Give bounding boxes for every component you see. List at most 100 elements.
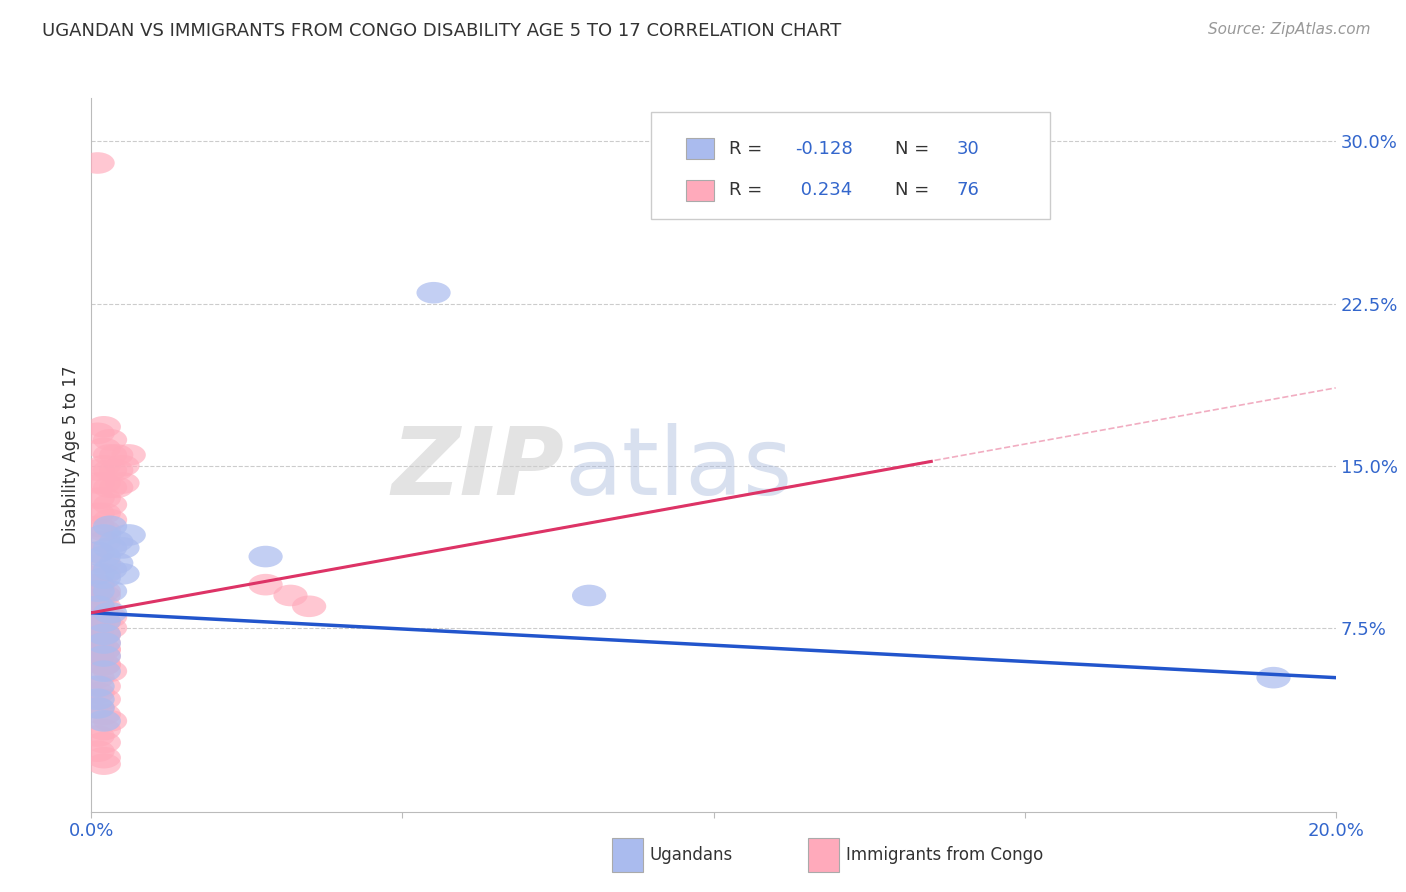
Text: R =: R = [730, 140, 768, 158]
Ellipse shape [87, 581, 121, 602]
Text: N =: N = [894, 140, 935, 158]
FancyBboxPatch shape [651, 112, 1049, 219]
Ellipse shape [80, 459, 115, 481]
Ellipse shape [93, 660, 127, 682]
Ellipse shape [80, 589, 115, 611]
FancyBboxPatch shape [686, 180, 714, 202]
Ellipse shape [80, 472, 115, 494]
Ellipse shape [80, 596, 115, 617]
Ellipse shape [93, 516, 127, 537]
Ellipse shape [87, 624, 121, 645]
Ellipse shape [111, 524, 146, 546]
Ellipse shape [87, 710, 121, 731]
Ellipse shape [93, 444, 127, 466]
Ellipse shape [93, 558, 127, 581]
Ellipse shape [105, 472, 139, 494]
Ellipse shape [1257, 667, 1291, 689]
Ellipse shape [111, 444, 146, 466]
Ellipse shape [80, 689, 115, 710]
Ellipse shape [87, 455, 121, 476]
Ellipse shape [80, 632, 115, 654]
Ellipse shape [87, 624, 121, 645]
Ellipse shape [105, 455, 139, 476]
Ellipse shape [80, 502, 115, 524]
Ellipse shape [93, 607, 127, 628]
Ellipse shape [80, 611, 115, 632]
Ellipse shape [80, 574, 115, 596]
Ellipse shape [87, 487, 121, 509]
Ellipse shape [80, 516, 115, 537]
Ellipse shape [93, 617, 127, 639]
Text: atlas: atlas [564, 423, 793, 516]
Text: ZIP: ZIP [391, 423, 564, 516]
Text: Source: ZipAtlas.com: Source: ZipAtlas.com [1208, 22, 1371, 37]
Ellipse shape [87, 645, 121, 667]
Ellipse shape [87, 645, 121, 667]
Ellipse shape [93, 429, 127, 450]
FancyBboxPatch shape [686, 138, 714, 160]
Ellipse shape [87, 567, 121, 589]
Ellipse shape [93, 494, 127, 516]
Ellipse shape [87, 584, 121, 607]
Ellipse shape [93, 602, 127, 624]
Ellipse shape [80, 563, 115, 584]
Ellipse shape [87, 660, 121, 682]
Y-axis label: Disability Age 5 to 17: Disability Age 5 to 17 [62, 366, 80, 544]
Ellipse shape [80, 602, 115, 624]
Ellipse shape [416, 282, 451, 303]
Ellipse shape [87, 654, 121, 675]
Ellipse shape [80, 581, 115, 602]
Ellipse shape [249, 574, 283, 596]
Ellipse shape [80, 645, 115, 667]
Ellipse shape [87, 639, 121, 660]
Ellipse shape [80, 607, 115, 628]
Ellipse shape [80, 675, 115, 698]
Ellipse shape [93, 476, 127, 498]
Ellipse shape [80, 682, 115, 704]
Ellipse shape [87, 416, 121, 438]
Ellipse shape [80, 624, 115, 645]
Text: -0.128: -0.128 [794, 140, 853, 158]
Ellipse shape [100, 444, 134, 466]
Ellipse shape [87, 520, 121, 541]
Ellipse shape [87, 632, 121, 654]
Ellipse shape [80, 698, 115, 719]
Ellipse shape [87, 546, 121, 567]
Ellipse shape [93, 710, 127, 731]
Ellipse shape [105, 563, 139, 584]
Ellipse shape [87, 719, 121, 740]
Text: Immigrants from Congo: Immigrants from Congo [846, 847, 1043, 864]
Ellipse shape [80, 667, 115, 689]
Text: 0.234: 0.234 [794, 181, 852, 200]
Ellipse shape [80, 639, 115, 660]
Ellipse shape [87, 563, 121, 584]
Ellipse shape [93, 581, 127, 602]
Ellipse shape [80, 698, 115, 719]
Ellipse shape [87, 654, 121, 675]
Text: UGANDAN VS IMMIGRANTS FROM CONGO DISABILITY AGE 5 TO 17 CORRELATION CHART: UGANDAN VS IMMIGRANTS FROM CONGO DISABIL… [42, 22, 841, 40]
Ellipse shape [105, 537, 139, 558]
Ellipse shape [87, 502, 121, 524]
Ellipse shape [273, 584, 308, 607]
Ellipse shape [87, 754, 121, 775]
Ellipse shape [80, 596, 115, 617]
Ellipse shape [87, 611, 121, 632]
Ellipse shape [93, 459, 127, 481]
Text: 76: 76 [957, 181, 980, 200]
Ellipse shape [80, 153, 115, 174]
Text: 30: 30 [957, 140, 980, 158]
Ellipse shape [80, 541, 115, 563]
Ellipse shape [87, 639, 121, 660]
Ellipse shape [80, 574, 115, 596]
Ellipse shape [87, 438, 121, 459]
Text: R =: R = [730, 181, 768, 200]
Ellipse shape [87, 632, 121, 654]
Ellipse shape [80, 645, 115, 667]
Ellipse shape [80, 632, 115, 654]
Ellipse shape [87, 524, 121, 546]
Ellipse shape [87, 472, 121, 494]
Ellipse shape [80, 617, 115, 639]
Ellipse shape [572, 584, 606, 607]
Ellipse shape [80, 541, 115, 563]
Ellipse shape [100, 531, 134, 552]
